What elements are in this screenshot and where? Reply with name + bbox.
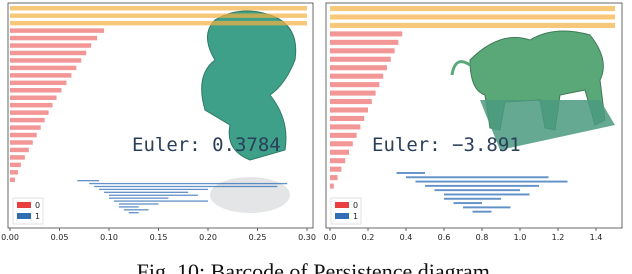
x-tick-label: 0.2: [362, 233, 375, 242]
h1-bar: [444, 193, 530, 196]
h0-bar: [10, 13, 307, 18]
h0-bar: [10, 50, 87, 56]
h0-bar: [10, 95, 57, 100]
h0-bar: [330, 107, 368, 113]
h1-bar: [406, 176, 549, 179]
h1-bar: [113, 200, 208, 202]
h0-bar: [10, 177, 15, 183]
caption: Fig. 10: Barcode of Persistence diagram.: [137, 259, 496, 274]
h0-bar: [330, 82, 380, 88]
h0-bar: [10, 58, 82, 63]
h1-bar: [94, 185, 278, 188]
euler-annotation: Euler: 0.3784: [132, 134, 281, 156]
x-tick-label: 0.15: [150, 233, 168, 242]
x-tick-label: 1.2: [552, 233, 565, 242]
h0-bar: [330, 141, 353, 147]
h0-bar: [10, 35, 98, 41]
legend-swatch: [17, 213, 31, 219]
h1-bar: [104, 191, 189, 193]
h0-bar: [10, 117, 45, 123]
h0-bar: [330, 65, 387, 71]
h1-bar: [434, 189, 520, 192]
h0-bar: [10, 170, 18, 175]
x-tick-label: 0.30: [298, 233, 316, 242]
h1-bar: [453, 202, 482, 205]
h0-bar: [330, 183, 334, 189]
h1-bar: [128, 212, 139, 214]
h0-bar: [330, 73, 384, 79]
h1-bar: [425, 184, 539, 187]
h0-bar: [330, 124, 361, 130]
h0-bar: [330, 158, 346, 164]
h0-bar: [330, 39, 399, 45]
x-tick-label: 0.20: [199, 233, 217, 242]
legend-swatch: [335, 213, 349, 219]
h1-bar: [99, 188, 208, 191]
h1-bar: [77, 180, 100, 182]
h0-bar: [10, 80, 67, 86]
h0-bar: [330, 175, 338, 181]
h1-bar: [89, 182, 288, 185]
model-render: [450, 30, 615, 150]
h0-bar: [330, 22, 615, 28]
h0-bar: [10, 88, 62, 93]
h0-bar: [10, 140, 33, 145]
h0-bar: [10, 73, 72, 78]
x-tick-label: 0.6: [438, 233, 451, 242]
h0-bar: [10, 20, 307, 26]
x-tick-label: 0.25: [249, 233, 267, 242]
h0-bar: [330, 14, 615, 20]
h1-bar: [463, 206, 511, 209]
h0-bar: [10, 110, 49, 115]
h1-bar: [123, 209, 149, 211]
legend-label: 1: [353, 212, 358, 221]
x-tick-label: 0.4: [400, 233, 413, 242]
h0-bar: [330, 115, 365, 121]
h0-bar: [10, 125, 41, 130]
panel-frame: [7, 2, 314, 229]
h0-bar: [10, 132, 37, 138]
h0-bar: [330, 6, 615, 12]
h0-bar: [330, 90, 376, 96]
h1-bar: [472, 210, 492, 213]
h0-bar: [330, 99, 372, 105]
h0-bar: [10, 162, 21, 168]
x-tick-label: 1.0: [514, 233, 527, 242]
x-tick-label: 0.10: [100, 233, 118, 242]
h1-bar: [109, 194, 199, 196]
legend-label: 0: [35, 201, 40, 210]
h1-bar: [118, 203, 159, 205]
h0-bar: [10, 102, 53, 108]
h0-bar: [10, 43, 92, 48]
x-tick-label: 0.00: [1, 233, 19, 242]
legend-swatch: [17, 202, 31, 208]
h1-bar: [415, 180, 568, 183]
h0-bar: [10, 155, 25, 160]
h0-bar: [330, 48, 395, 54]
x-tick-label: 0.8: [476, 233, 489, 242]
h0-bar: [10, 147, 29, 153]
h0-bar: [330, 31, 403, 37]
x-tick-label: 0.05: [51, 233, 69, 242]
h0-bar: [330, 166, 342, 172]
h0-bar: [330, 132, 357, 138]
h0-bar: [10, 28, 105, 33]
x-tick-label: 0.0: [324, 233, 337, 242]
x-tick-label: 1.4: [590, 233, 603, 242]
h1-bar: [396, 172, 425, 174]
h0-bar: [330, 149, 349, 155]
h1-bar: [118, 206, 139, 208]
h1-bar: [444, 197, 501, 200]
euler-annotation: Euler: −3.891: [372, 134, 521, 156]
h0-bar: [10, 65, 77, 71]
legend-label: 0: [353, 201, 358, 210]
h0-bar: [330, 56, 391, 62]
model-render: [201, 10, 297, 213]
panel-frame: [325, 2, 623, 229]
h0-bar: [10, 6, 307, 11]
legend-swatch: [335, 202, 349, 208]
legend-label: 1: [35, 212, 40, 221]
h1-bar: [109, 197, 169, 199]
